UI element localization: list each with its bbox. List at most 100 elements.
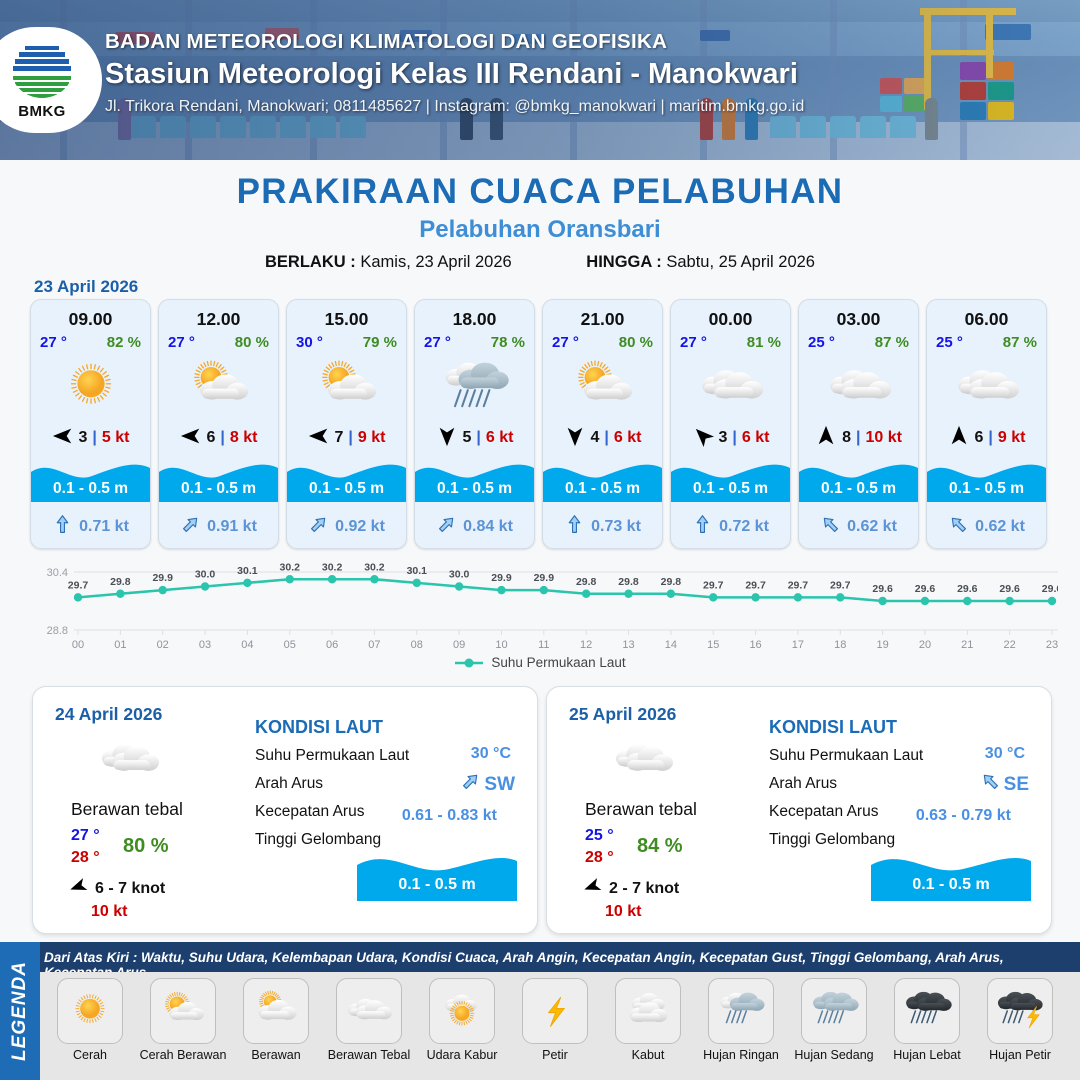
sst-label: Suhu Permukaan Laut — [769, 747, 924, 764]
wind-direction-arrow-icon — [180, 425, 202, 452]
card-humidity: 81 % — [746, 334, 781, 351]
sst-value: 30 °C — [984, 745, 1025, 762]
current-direction-arrow-icon — [564, 514, 585, 540]
wind-direction-arrow-icon — [69, 877, 88, 901]
gust-speed: 10 kt — [865, 429, 902, 446]
legend-item[interactable]: Hujan Ringan — [695, 978, 787, 1063]
wave-band: 0.1 - 0.5 m — [927, 456, 1046, 502]
current-speed: 0.92 kt — [335, 518, 385, 535]
svg-text:29.7: 29.7 — [830, 579, 851, 591]
card-time: 03.00 — [836, 309, 881, 329]
daily-wind-speed: 2 - 7 knot — [609, 880, 680, 897]
legend-section: LEGENDA Dari Atas Kiri : Waktu, Suhu Uda… — [0, 942, 1080, 1080]
legend-icon-partly-cloudy — [150, 978, 216, 1044]
hourly-card[interactable]: 21.00 27 ° 80 % 4 | 6 kt 0.1 - 0.5 m — [542, 299, 663, 549]
wind-direction-arrow-icon — [52, 425, 74, 452]
legend-item-label: Hujan Lebat — [893, 1048, 961, 1062]
wave-height: 0.1 - 0.5 m — [949, 480, 1024, 497]
hourly-card[interactable]: 06.00 25 ° 87 % 6 | 9 kt 0 — [926, 299, 1047, 549]
svg-text:03: 03 — [199, 639, 211, 651]
bmkg-logo: BMKG — [0, 27, 102, 133]
wind-direction-arrow-icon — [948, 425, 970, 452]
svg-text:29.9: 29.9 — [534, 572, 555, 584]
sst-value: 30 °C — [470, 745, 511, 762]
legend-item[interactable]: Hujan Lebat — [881, 978, 973, 1063]
gust-speed: 6 kt — [485, 429, 514, 446]
daily-temp-min: 27 ° — [71, 827, 100, 844]
wind-separator: | — [604, 429, 609, 446]
legend-icon-heavy-rain — [894, 978, 960, 1044]
current-direction-arrow-icon — [308, 514, 329, 540]
legend-icon-sunny — [57, 978, 123, 1044]
wind-speed: 3 — [78, 429, 88, 446]
svg-text:29.9: 29.9 — [491, 572, 512, 584]
card-time: 21.00 — [580, 309, 625, 329]
daily-humidity: 80 % — [123, 835, 169, 857]
card-temperature: 27 ° — [680, 334, 707, 351]
legend-item[interactable]: Berawan Tebal — [323, 978, 415, 1063]
daily-humidity: 84 % — [637, 835, 683, 857]
card-humidity: 87 % — [874, 334, 909, 351]
legend-icon-light-rain — [708, 978, 774, 1044]
gust-speed: 9 kt — [357, 429, 386, 446]
sea-condition-title: KONDISI LAUT — [769, 717, 897, 737]
current-speed: 0.73 kt — [591, 518, 641, 535]
wave-band: 0.1 - 0.5 m — [799, 456, 918, 502]
legend-item[interactable]: Petir — [509, 978, 601, 1063]
gust-speed: 6 kt — [741, 429, 770, 446]
current-speed: 0.91 kt — [207, 518, 257, 535]
sst-chart-svg: 30.4 28.8 29.7 00 29.8 01 29.9 02 30.0 03 30.1 04 30… — [22, 556, 1062, 656]
legend-item-label: Cerah — [72, 1048, 108, 1062]
svg-text:20: 20 — [919, 639, 931, 651]
wind-separator: | — [988, 429, 993, 446]
svg-text:23: 23 — [1046, 639, 1058, 651]
card-current: 0.62 kt — [799, 514, 918, 540]
wave-height: 0.1 - 0.5 m — [693, 480, 768, 497]
wave-height: 0.1 - 0.5 m — [53, 480, 128, 497]
legend-item[interactable]: Cerah Berawan — [137, 978, 229, 1063]
hourly-card[interactable]: 12.00 27 ° 80 % 6 | 8 kt 0.1 - 0.5 m — [158, 299, 279, 549]
daily-temp-min: 25 ° — [585, 827, 614, 844]
legend-item[interactable]: Berawan — [230, 978, 322, 1063]
legend-item[interactable]: Hujan Sedang — [788, 978, 880, 1063]
hourly-card[interactable]: 00.00 27 ° 81 % 3 | 6 kt 0 — [670, 299, 791, 549]
legend-item[interactable]: Hujan Petir — [974, 978, 1066, 1063]
svg-text:29.8: 29.8 — [618, 576, 639, 588]
hourly-card[interactable]: 03.00 25 ° 87 % 8 | 10 kt — [798, 299, 919, 549]
card-time: 18.00 — [452, 309, 497, 329]
current-speed: 0.62 kt — [975, 518, 1025, 535]
wind-separator: | — [732, 429, 737, 446]
legend-item[interactable]: Udara Kabur — [416, 978, 508, 1063]
legend-icon-lightning — [522, 978, 588, 1044]
wave-height: 0.1 - 0.5 m — [309, 480, 384, 497]
card-time: 09.00 — [68, 309, 113, 329]
svg-text:30.1: 30.1 — [237, 565, 258, 577]
legend-item[interactable]: Cerah — [44, 978, 136, 1063]
legend-icon-thunderstorm — [987, 978, 1053, 1044]
wave-height: 0.1 - 0.5 m — [437, 480, 512, 497]
card-time: 15.00 — [324, 309, 369, 329]
header-overlay — [0, 0, 1080, 160]
card-wind: 5 | 6 kt — [415, 423, 534, 453]
legend-side-bar: LEGENDA — [0, 942, 40, 1080]
current-direction-arrow-icon — [180, 514, 201, 540]
wind-direction-arrow-icon — [815, 425, 837, 452]
legend-item-label: Hujan Ringan — [703, 1048, 779, 1062]
weather-icon-partly-cloudy — [287, 353, 406, 421]
hourly-card[interactable]: 09.00 27 ° 82 % 3 | 5 kt 0.1 - 0.5 m 0.7… — [30, 299, 151, 549]
card-current: 0.84 kt — [415, 514, 534, 540]
legend-item[interactable]: Kabut — [602, 978, 694, 1063]
daily-weather-icon-cloudy — [91, 733, 167, 787]
wave-band: 0.1 - 0.5 m — [543, 456, 662, 502]
daily-wave-band: 0.1 - 0.5 m — [871, 847, 1031, 901]
current-speed-value: 0.61 - 0.83 kt — [401, 807, 497, 824]
page-title: PRAKIRAAN CUACA PELABUHAN — [236, 172, 844, 211]
daily-wave-value: 0.1 - 0.5 m — [398, 876, 476, 893]
svg-text:19: 19 — [876, 639, 888, 651]
current-speed: 0.62 kt — [847, 518, 897, 535]
card-current: 0.73 kt — [543, 514, 662, 540]
weather-icon-cloudy — [927, 353, 1046, 421]
current-speed-label: Kecepatan Arus — [255, 803, 365, 820]
hourly-card[interactable]: 18.00 27 ° 78 % 5 | 6 kt 0 — [414, 299, 535, 549]
hourly-card[interactable]: 15.00 30 ° 79 % 7 | 9 kt 0.1 - 0.5 m — [286, 299, 407, 549]
